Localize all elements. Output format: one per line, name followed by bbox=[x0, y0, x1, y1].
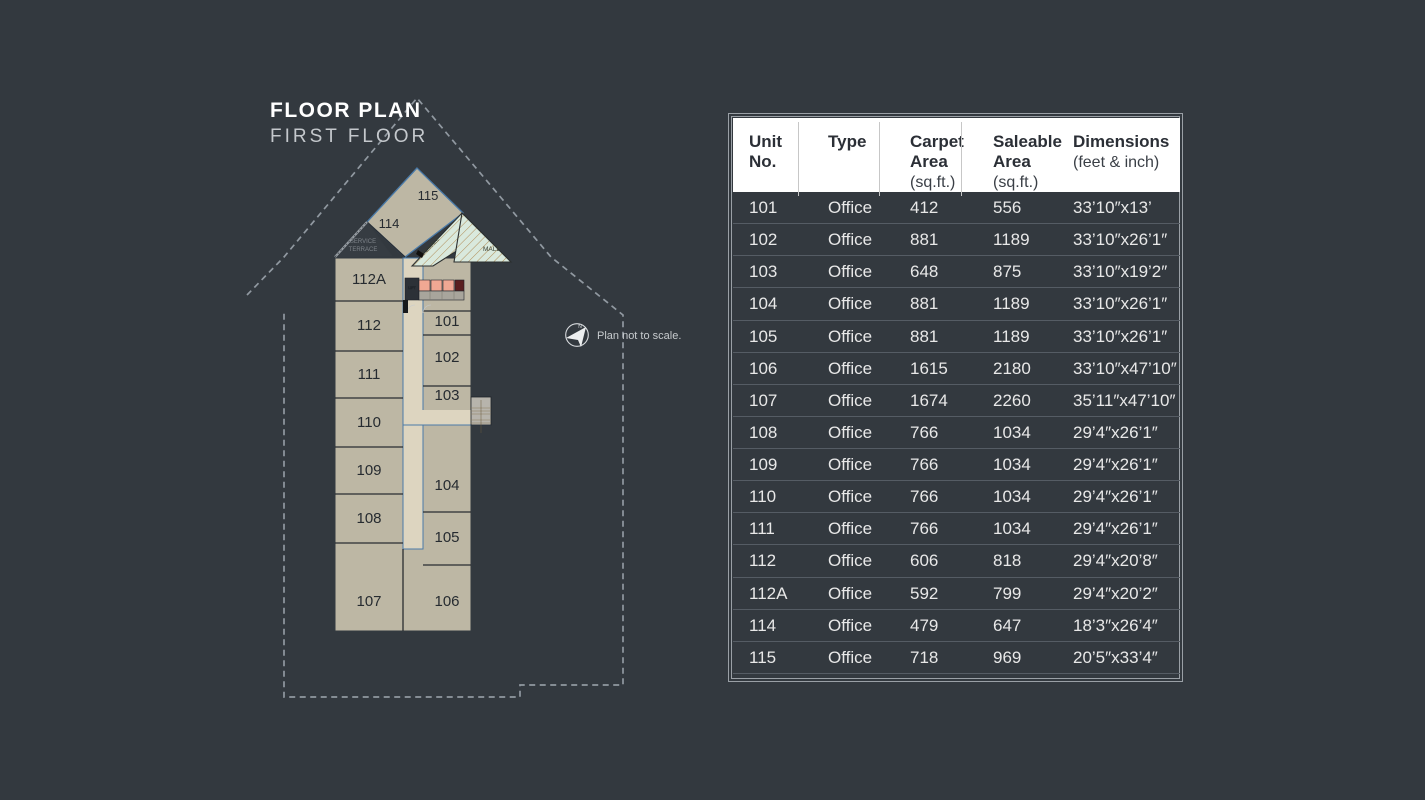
svg-text:106: 106 bbox=[434, 593, 459, 610]
svg-text:111: 111 bbox=[358, 366, 381, 383]
svg-text:104: 104 bbox=[434, 477, 459, 494]
svg-text:101: 101 bbox=[434, 313, 459, 330]
svg-text:110: 110 bbox=[357, 414, 381, 431]
svg-text:114: 114 bbox=[379, 216, 400, 231]
svg-text:105: 105 bbox=[434, 529, 459, 546]
svg-text:112A: 112A bbox=[352, 271, 386, 288]
svg-text:112: 112 bbox=[357, 317, 381, 334]
svg-text:LIFT: LIFT bbox=[408, 286, 416, 290]
svg-text:SERVICE: SERVICE bbox=[350, 239, 376, 245]
svg-text:107: 107 bbox=[356, 593, 381, 610]
svg-text:Plan not to scale.: Plan not to scale. bbox=[597, 330, 681, 342]
svg-text:TERRACE: TERRACE bbox=[349, 247, 378, 253]
svg-text:109: 109 bbox=[356, 462, 381, 479]
svg-text:N: N bbox=[578, 324, 582, 330]
svg-text:MALE: MALE bbox=[483, 246, 501, 253]
svg-text:115: 115 bbox=[418, 188, 439, 203]
svg-text:103: 103 bbox=[434, 387, 459, 404]
svg-text:108: 108 bbox=[356, 510, 381, 527]
svg-text:102: 102 bbox=[434, 349, 459, 366]
